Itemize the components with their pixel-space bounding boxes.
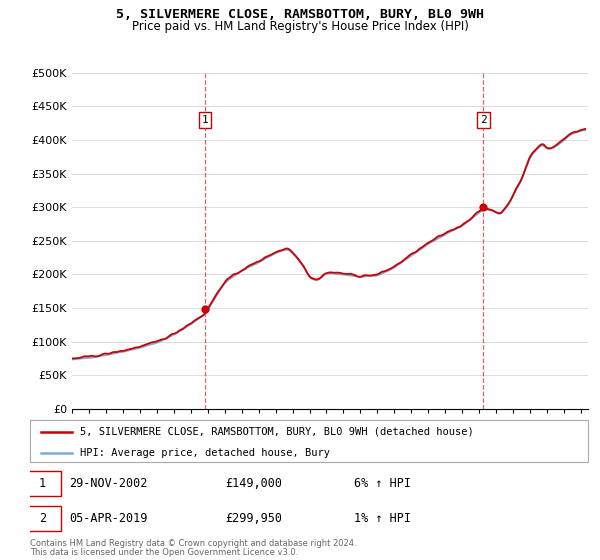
Text: 1: 1 (202, 115, 208, 125)
Text: 5, SILVERMERE CLOSE, RAMSBOTTOM, BURY, BL0 9WH: 5, SILVERMERE CLOSE, RAMSBOTTOM, BURY, B… (116, 8, 484, 21)
FancyBboxPatch shape (25, 471, 61, 496)
Text: This data is licensed under the Open Government Licence v3.0.: This data is licensed under the Open Gov… (30, 548, 298, 557)
Text: 2: 2 (39, 512, 46, 525)
FancyBboxPatch shape (25, 506, 61, 531)
Text: HPI: Average price, detached house, Bury: HPI: Average price, detached house, Bury (80, 448, 330, 458)
Text: 1% ↑ HPI: 1% ↑ HPI (353, 512, 410, 525)
Text: 2: 2 (480, 115, 487, 125)
Text: 5, SILVERMERE CLOSE, RAMSBOTTOM, BURY, BL0 9WH (detached house): 5, SILVERMERE CLOSE, RAMSBOTTOM, BURY, B… (80, 427, 474, 437)
Text: Contains HM Land Registry data © Crown copyright and database right 2024.: Contains HM Land Registry data © Crown c… (30, 539, 356, 548)
Text: 6% ↑ HPI: 6% ↑ HPI (353, 477, 410, 490)
Text: £149,000: £149,000 (226, 477, 282, 490)
Text: 1: 1 (39, 477, 46, 490)
Text: £299,950: £299,950 (226, 512, 282, 525)
Text: 05-APR-2019: 05-APR-2019 (69, 512, 148, 525)
Point (200, 304, 209, 313)
Text: Price paid vs. HM Land Registry's House Price Index (HPI): Price paid vs. HM Land Registry's House … (131, 20, 469, 32)
Text: 29-NOV-2002: 29-NOV-2002 (69, 477, 148, 490)
Point (479, 203, 488, 212)
FancyBboxPatch shape (30, 420, 588, 462)
